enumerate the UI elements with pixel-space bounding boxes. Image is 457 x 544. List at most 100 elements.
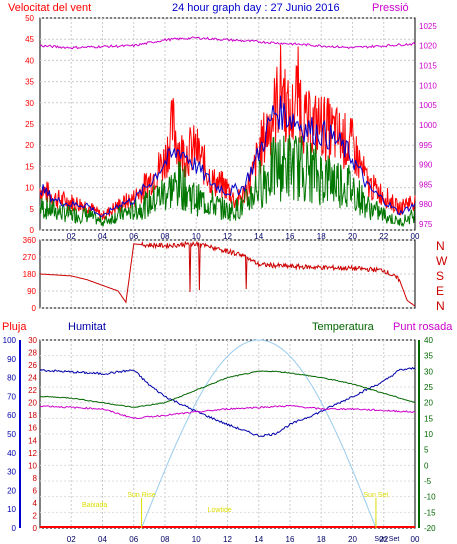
pressure-tick-label: 1015: [419, 62, 437, 71]
dewpoint-line: [39, 404, 416, 420]
temperature-tick-label: 25: [424, 383, 433, 392]
temperature-tick-label: -20: [424, 524, 436, 533]
wind-tick-label: 35: [25, 78, 34, 87]
climate-x-tick-label: 02: [67, 535, 76, 544]
humidity-tick-label: 20: [7, 486, 16, 495]
wind-tick-label: 0: [30, 226, 35, 235]
compass-label: E: [436, 284, 444, 298]
rain-tick-label: 10: [28, 461, 37, 470]
temperature-tick-label: 35: [424, 352, 433, 361]
temperature-legend: Temperatura: [312, 321, 375, 333]
climate-x-axis: 02 04 06 08 10 12 14 16 18 20 22 00: [67, 535, 420, 544]
wind-speed-line: [39, 44, 416, 221]
wind-tick-label: 25: [25, 120, 34, 129]
wind-x-axis: 02 04 06 08 10 12 14 16 18 20 22 00: [67, 232, 420, 241]
humidity-tick-label: 30: [7, 468, 16, 477]
wind-x-tick-label: 20: [348, 232, 357, 241]
compass-label: N: [436, 299, 445, 313]
temperature-tick-label: -15: [424, 508, 436, 517]
humidity-tick-label: 100: [3, 336, 17, 345]
climate-x-tick-label: 08: [161, 535, 170, 544]
climate-x-tick-label: 18: [317, 535, 326, 544]
wind-x-tick-label: 10: [192, 232, 201, 241]
temperature-tick-label: 30: [424, 367, 433, 376]
wind-x-tick-label: 02: [67, 232, 76, 241]
wind-avg-line: [39, 95, 416, 217]
wind-tick-label: 30: [25, 99, 34, 108]
climate-series-group: [39, 339, 416, 529]
rain-tick-label: 28: [28, 349, 37, 358]
wind-series-group: [39, 36, 416, 228]
direction-grid: [40, 239, 415, 309]
pressure-tick-label: 975: [419, 220, 433, 229]
wind-x-tick-label: 14: [254, 232, 263, 241]
direction-tick-label: 0: [32, 304, 37, 313]
rain-tick-label: 26: [28, 361, 37, 370]
humidity-tick-label: 50: [7, 430, 16, 439]
climate-x-tick-label: 10: [192, 535, 201, 544]
rain-tick-label: 0: [33, 524, 38, 533]
direction-tick-label: 270: [23, 253, 37, 262]
temperature-tick-label: -5: [424, 477, 432, 486]
compass-label: W: [436, 254, 448, 268]
temperature-axis: -20 -15 -10 -5 0 5 10 15 20 25 30 35 40: [424, 336, 436, 533]
wind-gust-line: [39, 134, 416, 228]
climate-x-tick-label: 22: [379, 535, 388, 544]
rain-tick-label: 14: [28, 436, 37, 445]
rain-legend: Pluja: [2, 321, 27, 333]
rain-tick-label: 6: [33, 486, 38, 495]
sun-event-label: Baixada: [82, 502, 107, 509]
wind-x-tick-label: 06: [129, 232, 138, 241]
direction-series-group: [40, 240, 416, 307]
wind-x-tick-label: 12: [223, 232, 232, 241]
pressure-tick-label: 990: [419, 161, 433, 170]
humidity-tick-label: 90: [7, 355, 16, 364]
temperature-tick-label: 15: [424, 414, 433, 423]
rain-tick-label: 8: [33, 474, 38, 483]
wind-x-tick-label: 08: [161, 232, 170, 241]
pressure-tick-label: 985: [419, 180, 433, 189]
temperature-tick-label: 0: [424, 461, 429, 470]
rain-tick-label: 18: [28, 411, 37, 420]
pressure-tick-label: 1010: [419, 81, 437, 90]
wind-x-tick-label: 00: [411, 232, 420, 241]
direction-tick-label: 360: [23, 236, 37, 245]
climate-x-tick-label: 06: [129, 535, 138, 544]
wind-tick-label: 5: [30, 205, 35, 214]
climate-x-tick-label: 12: [223, 535, 232, 544]
wind-direction-line: [40, 240, 416, 307]
direction-tick-label: 90: [27, 287, 36, 296]
wind-tick-label: 45: [25, 35, 34, 44]
sun-event-label: Sun Set: [374, 536, 399, 543]
temperature-tick-label: 5: [424, 446, 429, 455]
rain-tick-label: 24: [28, 374, 37, 383]
rain-tick-label: 30: [28, 336, 37, 345]
wind-x-tick-label: 16: [286, 232, 295, 241]
humidity-tick-label: 70: [7, 392, 16, 401]
wind-x-tick-label: 18: [317, 232, 326, 241]
climate-x-tick-label: 04: [98, 535, 107, 544]
humidity-tick-label: 60: [7, 411, 16, 420]
pressure-axis: 975 980 985 990 995 1000 1005 1010 1015 1020 1025: [419, 22, 437, 229]
rain-tick-label: 2: [33, 511, 38, 520]
wind-tick-label: 10: [25, 184, 34, 193]
humidity-tick-label: 80: [7, 374, 16, 383]
compass-label: N: [436, 239, 445, 253]
humidity-legend: Humitat: [68, 321, 106, 333]
climate-x-tick-label: 20: [348, 535, 357, 544]
sun-event-label: Sun Rise: [127, 492, 156, 499]
wind-speed-label: Velocitat del vent: [8, 2, 91, 14]
sun-event-label: Sun Set: [363, 492, 388, 499]
pressure-label: Pressió: [372, 2, 409, 14]
pressure-tick-label: 995: [419, 141, 433, 150]
pressure-tick-label: 980: [419, 200, 433, 209]
rain-tick-label: 22: [28, 386, 37, 395]
rain-tick-label: 12: [28, 449, 37, 458]
wind-tick-label: 20: [25, 141, 34, 150]
humidity-tick-label: 40: [7, 449, 16, 458]
pressure-tick-label: 1025: [419, 22, 437, 31]
rain-tick-label: 4: [33, 499, 38, 508]
direction-tick-label: 180: [23, 270, 37, 279]
